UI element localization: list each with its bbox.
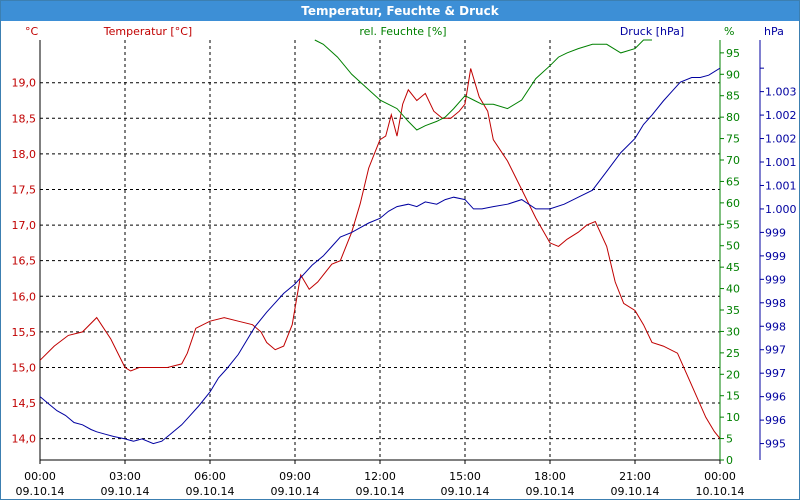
pressure-tick-label: 1.001 (765, 156, 797, 169)
x-tick-date: 10.10.14 (696, 485, 745, 498)
x-tick-date: 09.10.14 (441, 485, 490, 498)
x-tick-time: 00:00 (24, 470, 56, 483)
axis-labels: 00:00 09.10.14 03:00 09.10.14 06:00 09.10.14 0… (12, 25, 797, 498)
pressure-tick-label: 1.000 (765, 203, 797, 216)
chart-title: Temperatur, Feuchte & Druck (1, 1, 799, 21)
x-tick-date: 09.10.14 (611, 485, 660, 498)
series-temperature-line (40, 68, 720, 439)
pressure-tick-label: 996 (765, 414, 786, 427)
x-tick-time: 06:00 (194, 470, 226, 483)
humidity-tick-label: 30 (726, 325, 740, 338)
pressure-tick-label: 999 (765, 273, 786, 286)
x-tick-date: 09.10.14 (356, 485, 405, 498)
humidity-tick-label: 10 (726, 411, 740, 424)
humidity-tick-label: 70 (726, 154, 740, 167)
temperature-tick-label: 18,5 (12, 112, 37, 125)
temperature-tick-label: 16,0 (12, 290, 37, 303)
x-tick-time: 18:00 (534, 470, 566, 483)
temperature-tick-label: 17,5 (12, 183, 37, 196)
x-tick-time: 21:00 (619, 470, 651, 483)
pressure-tick-label: 1.003 (765, 86, 797, 99)
humidity-tick-label: 20 (726, 368, 740, 381)
series-pressure-line (40, 67, 720, 445)
pressure-unit-label: hPa (764, 25, 784, 38)
x-tick-time: 00:00 (704, 470, 736, 483)
pressure-tick-label: 997 (765, 367, 786, 380)
humidity-tick-label: 5 (726, 433, 733, 446)
temperature-tick-label: 15,0 (12, 361, 37, 374)
series-humidity-line (314, 39, 652, 131)
x-tick-time: 12:00 (364, 470, 396, 483)
x-tick-date: 09.10.14 (186, 485, 235, 498)
pressure-tick-label: 998 (765, 297, 786, 310)
humidity-tick-label: 80 (726, 111, 740, 124)
grid (40, 40, 720, 460)
pressure-tick-label: 999 (765, 226, 786, 239)
humidity-axis-title: rel. Feuchte [%] (359, 25, 446, 38)
pressure-tick-label: 999 (765, 250, 786, 263)
pressure-tick-label: 998 (765, 320, 786, 333)
pressure-tick-label: 1.001 (765, 179, 797, 192)
pressure-tick-label: 1.002 (765, 133, 797, 146)
temperature-tick-label: 15,5 (12, 326, 37, 339)
humidity-tick-label: 45 (726, 261, 740, 274)
pressure-tick-label: 997 (765, 344, 786, 357)
x-tick-date: 09.10.14 (101, 485, 150, 498)
x-tick-date: 09.10.14 (271, 485, 320, 498)
temperature-unit-label: °C (25, 25, 39, 38)
humidity-tick-label: 40 (726, 283, 740, 296)
humidity-tick-label: 25 (726, 347, 740, 360)
temperature-tick-label: 19,0 (12, 77, 37, 90)
temperature-tick-label: 18,0 (12, 148, 37, 161)
x-tick-time: 03:00 (109, 470, 141, 483)
pressure-tick-label: 1.002 (765, 109, 797, 122)
humidity-tick-label: 85 (726, 90, 740, 103)
humidity-tick-label: 75 (726, 133, 740, 146)
humidity-tick-label: 95 (726, 47, 740, 60)
humidity-unit-label: % (724, 25, 734, 38)
humidity-tick-label: 0 (726, 454, 733, 467)
pressure-tick-label: 996 (765, 391, 786, 404)
humidity-tick-label: 35 (726, 304, 740, 317)
humidity-tick-label: 60 (726, 197, 740, 210)
humidity-tick-label: 65 (726, 175, 740, 188)
series-lines (40, 39, 720, 445)
axes (39, 40, 764, 464)
temperature-tick-label: 17,0 (12, 219, 37, 232)
pressure-axis-title: Druck [hPa] (620, 25, 684, 38)
pressure-tick-label: 995 (765, 438, 786, 451)
humidity-tick-label: 50 (726, 240, 740, 253)
x-tick-time: 15:00 (449, 470, 481, 483)
humidity-tick-label: 15 (726, 390, 740, 403)
x-tick-date: 09.10.14 (526, 485, 575, 498)
temperature-tick-label: 14,0 (12, 433, 37, 446)
temperature-tick-label: 14,5 (12, 397, 37, 410)
temperature-axis-title: Temperatur [°C] (103, 25, 192, 38)
humidity-tick-label: 55 (726, 218, 740, 231)
humidity-tick-label: 90 (726, 68, 740, 81)
x-tick-time: 09:00 (279, 470, 311, 483)
x-tick-date: 09.10.14 (16, 485, 65, 498)
temperature-tick-label: 16,5 (12, 255, 37, 268)
